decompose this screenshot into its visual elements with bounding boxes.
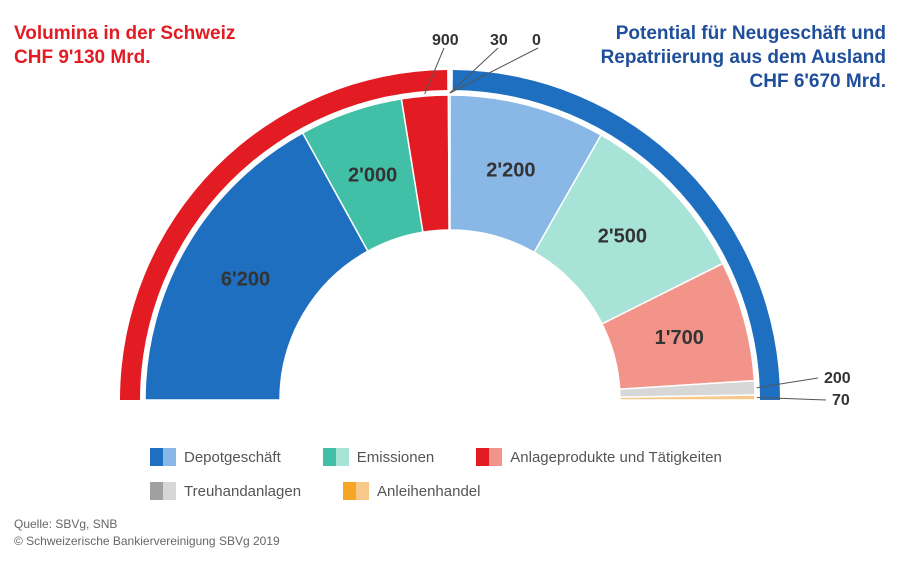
title-right-line2: Repatriierung aus dem Ausland bbox=[601, 46, 886, 70]
legend-label: Anlageprodukte und Tätigkeiten bbox=[510, 449, 722, 466]
title-right-line3: CHF 6'670 Mrd. bbox=[601, 70, 886, 94]
label-right-2: 1'700 bbox=[655, 327, 704, 349]
legend-swatch bbox=[343, 482, 369, 500]
legend-swatch bbox=[323, 448, 349, 466]
legend-row-2: Treuhandanlagen Anleihenhandel bbox=[150, 482, 850, 500]
legend-swatch bbox=[150, 482, 176, 500]
callout-0: 0 bbox=[532, 32, 541, 50]
title-left: Volumina in der Schweiz CHF 9'130 Mrd. bbox=[14, 22, 235, 70]
title-left-line1: Volumina in der Schweiz bbox=[14, 22, 235, 46]
legend-row-1: Depotgeschäft Emissionen Anlageprodukte un… bbox=[150, 448, 850, 466]
legend-label: Depotgeschäft bbox=[184, 449, 281, 466]
legend-item: Anlageprodukte und Tätigkeiten bbox=[476, 448, 722, 466]
legend-item: Depotgeschäft bbox=[150, 448, 281, 466]
callout-900: 900 bbox=[432, 32, 459, 50]
footer-line2: © Schweizerische Bankiervereinigung SBVg… bbox=[14, 533, 280, 550]
label-right-0: 2'200 bbox=[486, 159, 535, 181]
title-right-line1: Potential für Neugeschäft und bbox=[601, 22, 886, 46]
callout-200: 200 bbox=[824, 370, 851, 388]
label-left-1: 2'000 bbox=[348, 164, 397, 186]
legend: Depotgeschäft Emissionen Anlageprodukte un… bbox=[150, 448, 850, 516]
legend-item: Treuhandanlagen bbox=[150, 482, 301, 500]
label-left-0: 6'200 bbox=[221, 268, 270, 290]
legend-swatch bbox=[476, 448, 502, 466]
title-right: Potential für Neugeschäft und Repatriier… bbox=[601, 22, 886, 93]
footer-line1: Quelle: SBVg, SNB bbox=[14, 516, 280, 533]
callout-70: 70 bbox=[832, 392, 850, 410]
chart-container: { "layout": { "center_x": 450, "center_y… bbox=[0, 0, 900, 562]
legend-swatch bbox=[150, 448, 176, 466]
legend-item: Anleihenhandel bbox=[343, 482, 480, 500]
callout-30: 30 bbox=[490, 32, 508, 50]
legend-label: Emissionen bbox=[357, 449, 435, 466]
title-left-line2: CHF 9'130 Mrd. bbox=[14, 46, 235, 70]
footer: Quelle: SBVg, SNB © Schweizerische Banki… bbox=[14, 516, 280, 550]
legend-label: Anleihenhandel bbox=[377, 483, 480, 500]
legend-label: Treuhandanlagen bbox=[184, 483, 301, 500]
label-right-1: 2'500 bbox=[598, 226, 647, 248]
legend-item: Emissionen bbox=[323, 448, 435, 466]
